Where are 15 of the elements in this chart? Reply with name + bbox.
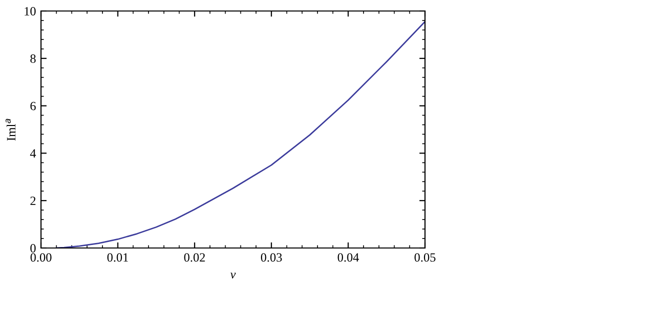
y-tick-label: 4 <box>30 149 36 158</box>
y-axis-title: Iml$^{a}$ <box>6 118 16 141</box>
x-tick-label: 0.03 <box>260 253 282 262</box>
y-tick-label: 0 <box>30 244 36 252</box>
x-tick-label: 0.01 <box>107 253 128 262</box>
x-tick-label: 0.00 <box>30 253 52 262</box>
line-series <box>56 20 425 248</box>
x-axis-title: v <box>230 272 236 279</box>
y-tick-label: 10 <box>24 7 36 16</box>
y-tick-label: 2 <box>30 196 36 205</box>
x-tick-label: 0.04 <box>338 253 359 262</box>
x-tick-label: 0.05 <box>414 253 436 262</box>
x-tick-label: 0.02 <box>184 253 205 262</box>
y-tick-label: 6 <box>30 102 36 110</box>
y-tick-label: 8 <box>30 54 36 63</box>
